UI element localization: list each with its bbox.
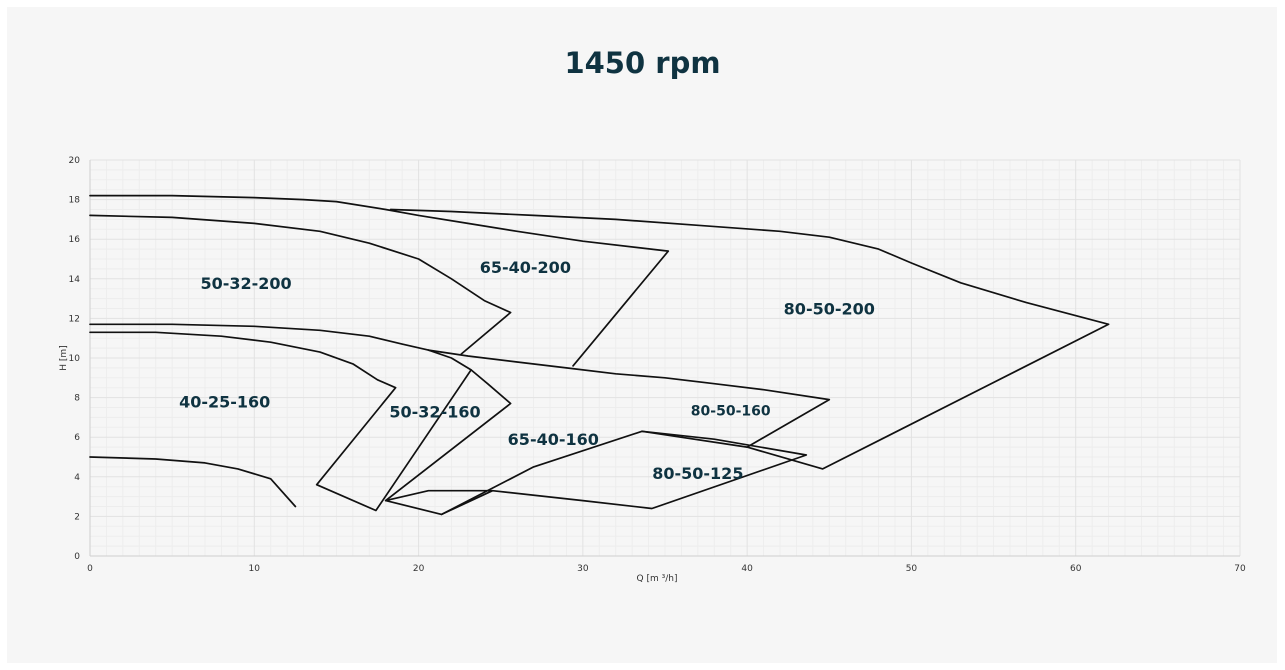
curve-65-40-200 <box>89 194 670 367</box>
x-axis-label: Q [m ³/h] <box>637 574 678 584</box>
y-tick-label: 6 <box>74 433 80 443</box>
chart-title: 1450 rpm <box>564 46 721 80</box>
x-tick-label: 0 <box>87 564 93 574</box>
region-label-65-40-160: 65-40-160 <box>508 430 599 449</box>
curve-50-32-160 <box>89 331 472 512</box>
curve-80-50-160 <box>427 349 831 448</box>
region-label-80-50-125: 80-50-125 <box>652 464 743 483</box>
curve-boundary <box>440 430 643 516</box>
x-tick-label: 70 <box>1234 564 1246 574</box>
y-tick-label: 14 <box>69 275 81 285</box>
axes: 0 10 20 30 40 50 60 70 0 2 4 6 8 10 12 14 16 18 20 <box>69 156 1246 574</box>
region-label-80-50-200: 80-50-200 <box>784 300 875 319</box>
region-label-50-32-160: 50-32-160 <box>389 402 480 421</box>
y-tick-label: 4 <box>74 473 80 483</box>
y-tick-label: 8 <box>74 394 80 404</box>
chart-panel <box>7 7 1277 663</box>
region-label-50-32-200: 50-32-200 <box>200 274 291 293</box>
region-labels: 50-32-200 65-40-200 80-50-200 40-25-160 50-3… <box>179 258 875 483</box>
region-label-65-40-200: 65-40-200 <box>480 258 571 277</box>
region-label-80-50-160: 80-50-160 <box>691 403 771 419</box>
y-tick-label: 16 <box>69 235 81 245</box>
grid-major <box>89 159 1241 557</box>
y-tick-label: 18 <box>69 196 81 206</box>
x-tick-label: 10 <box>249 564 261 574</box>
x-tick-label: 30 <box>577 564 589 574</box>
x-tick-label: 50 <box>906 564 918 574</box>
y-tick-label: 12 <box>69 314 80 324</box>
curve-80-50-200 <box>389 208 1110 470</box>
curve-50-32-200 <box>89 214 512 355</box>
y-axis-label: H [m] <box>59 345 69 370</box>
region-label-40-25-160: 40-25-160 <box>179 393 270 412</box>
x-tick-label: 20 <box>413 564 425 574</box>
y-tick-label: 20 <box>69 156 81 166</box>
curve-80-50-125 <box>384 430 808 516</box>
x-tick-label: 40 <box>741 564 753 574</box>
curves <box>89 194 1110 516</box>
y-tick-label: 0 <box>74 552 80 562</box>
x-tick-label: 60 <box>1070 564 1082 574</box>
curve-40-25-160 <box>89 456 297 508</box>
y-tick-label: 10 <box>69 354 81 364</box>
y-tick-label: 2 <box>74 512 80 522</box>
curve-65-40-160 <box>89 323 512 502</box>
